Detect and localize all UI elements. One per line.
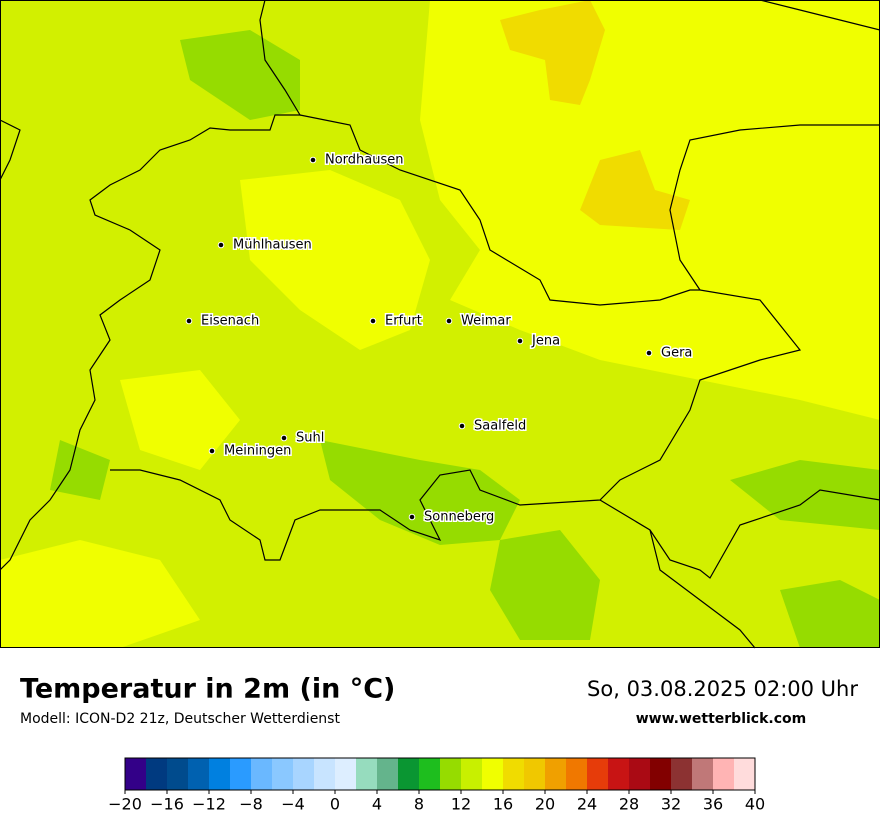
datetime: So, 03.08.2025 02:00 Uhr (587, 677, 858, 701)
colorbar-swatch (377, 758, 399, 790)
warm-area (0, 540, 200, 648)
colorbar-swatch (587, 758, 609, 790)
cool-patch (490, 530, 600, 640)
city-dot (516, 337, 524, 345)
city-label: Erfurt (385, 314, 422, 329)
border (0, 119, 21, 181)
colorbar-swatch (272, 758, 294, 790)
colorbar-tick-label: −12 (192, 795, 226, 814)
model: Modell: ICON-D2 21z, Deutscher Wetterdie… (20, 711, 340, 727)
colorbar-swatch (566, 758, 588, 790)
colorbar-swatch (671, 758, 693, 790)
warm-patch (580, 150, 690, 230)
colorbar-tick-label: 16 (493, 795, 513, 814)
city-dot (217, 241, 225, 249)
title: Temperatur in 2m (in °C) (20, 674, 395, 705)
city-dot (185, 317, 193, 325)
colorbar-swatch (356, 758, 378, 790)
cool-patch (730, 460, 880, 530)
colorbar-tick-label: −4 (281, 795, 305, 814)
warm-patch (500, 0, 605, 105)
city-label: Eisenach (201, 314, 259, 329)
colorbar-swatch (503, 758, 525, 790)
colorbar-swatch (461, 758, 483, 790)
colorbar-swatch (293, 758, 315, 790)
border (649, 529, 756, 649)
colorbar-swatch (230, 758, 252, 790)
city-label: Nordhausen (325, 153, 404, 168)
colorbar-tick-label: 0 (330, 795, 340, 814)
colorbar-swatch (482, 758, 504, 790)
city-dot (208, 447, 216, 455)
city-dot (369, 317, 377, 325)
colorbar-tick-label: 24 (577, 795, 597, 814)
colorbar-swatch (650, 758, 672, 790)
border (759, 0, 880, 31)
colorbar-tick-label: −8 (239, 795, 263, 814)
colorbar-swatch (419, 758, 441, 790)
map (0, 0, 880, 649)
colorbar-swatch (398, 758, 420, 790)
city-labels: Nordhausen Mühlhausen Eisenach Erfurt Weimar… (185, 151, 694, 526)
border (0, 0, 302, 571)
colorbar-tick-label: −20 (108, 795, 142, 814)
city-label: Meiningen (224, 444, 291, 459)
colorbar-tick-label: 40 (745, 795, 765, 814)
colorbar-tick-label: −16 (150, 795, 184, 814)
city-dot (309, 156, 317, 164)
colorbar-swatch (734, 758, 756, 790)
warm-area (120, 370, 240, 470)
colorbar-tick-label: 20 (535, 795, 555, 814)
colorbar-swatch (125, 758, 147, 790)
city-dot (445, 317, 453, 325)
colorbar-tick-label: 32 (661, 795, 681, 814)
city-dot (408, 513, 416, 521)
city-dot (458, 422, 466, 430)
city-label: Mühlhausen (233, 238, 312, 253)
colorbar-swatch (692, 758, 714, 790)
cool-patch (780, 580, 880, 648)
colorbar-swatch (545, 758, 567, 790)
colorbar-swatch (524, 758, 546, 790)
warm-area (240, 170, 430, 350)
border (110, 114, 802, 561)
city-label: Gera (661, 346, 692, 361)
colorbar-swatch (629, 758, 651, 790)
city-label: Saalfeld (474, 419, 526, 434)
colorbar-swatch (167, 758, 189, 790)
colorbar-tick-label: 12 (451, 795, 471, 814)
colorbar-swatch (188, 758, 210, 790)
city-label: Sonneberg (424, 510, 494, 525)
city-dot (280, 434, 288, 442)
colorbar: −20 −16 −12 −8 −4 0 4 8 12 16 20 24 28 32 36 40 (108, 757, 765, 814)
colorbar-tick-label: 8 (414, 795, 424, 814)
colorbar-tick-label: 28 (619, 795, 639, 814)
border (669, 124, 880, 291)
colorbar-swatch (713, 758, 735, 790)
colorbar-swatch (251, 758, 273, 790)
cool-patch (50, 440, 110, 500)
city-label: Weimar (461, 314, 511, 329)
colorbar-swatch (608, 758, 630, 790)
city-label: Jena (531, 334, 560, 349)
city-label: Suhl (296, 431, 324, 446)
colorbar-tick-label: 4 (372, 795, 382, 814)
colorbar-swatch (146, 758, 168, 790)
border (599, 489, 880, 579)
colorbar-frame (124, 757, 756, 791)
city-dot (645, 349, 653, 357)
colorbar-tick-label: 36 (703, 795, 723, 814)
colorbar-swatch (440, 758, 462, 790)
cool-patch (320, 440, 520, 545)
colorbar-swatch (314, 758, 336, 790)
colorbar-swatch (209, 758, 231, 790)
cool-patch (180, 30, 300, 120)
colorbar-swatch (335, 758, 357, 790)
website: www.wetterblick.com (636, 711, 807, 727)
